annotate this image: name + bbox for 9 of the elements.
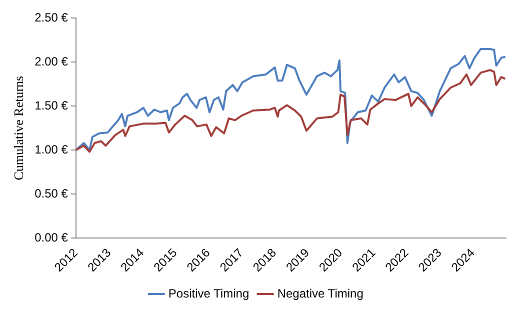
y-tick-label: 1.00 €	[34, 142, 68, 156]
legend-label: Negative Timing	[277, 286, 364, 300]
y-tick-label: 2.00 €	[34, 54, 68, 68]
y-tick-label: 0.50 €	[34, 186, 68, 200]
y-tick-label: 0.00 €	[34, 230, 68, 244]
y-axis-title: Cumulative Returns	[11, 76, 26, 180]
legend-label: Positive Timing	[168, 286, 250, 300]
y-tick-label: 1.50 €	[34, 98, 68, 112]
y-tick-label: 2.50 €	[34, 10, 68, 25]
